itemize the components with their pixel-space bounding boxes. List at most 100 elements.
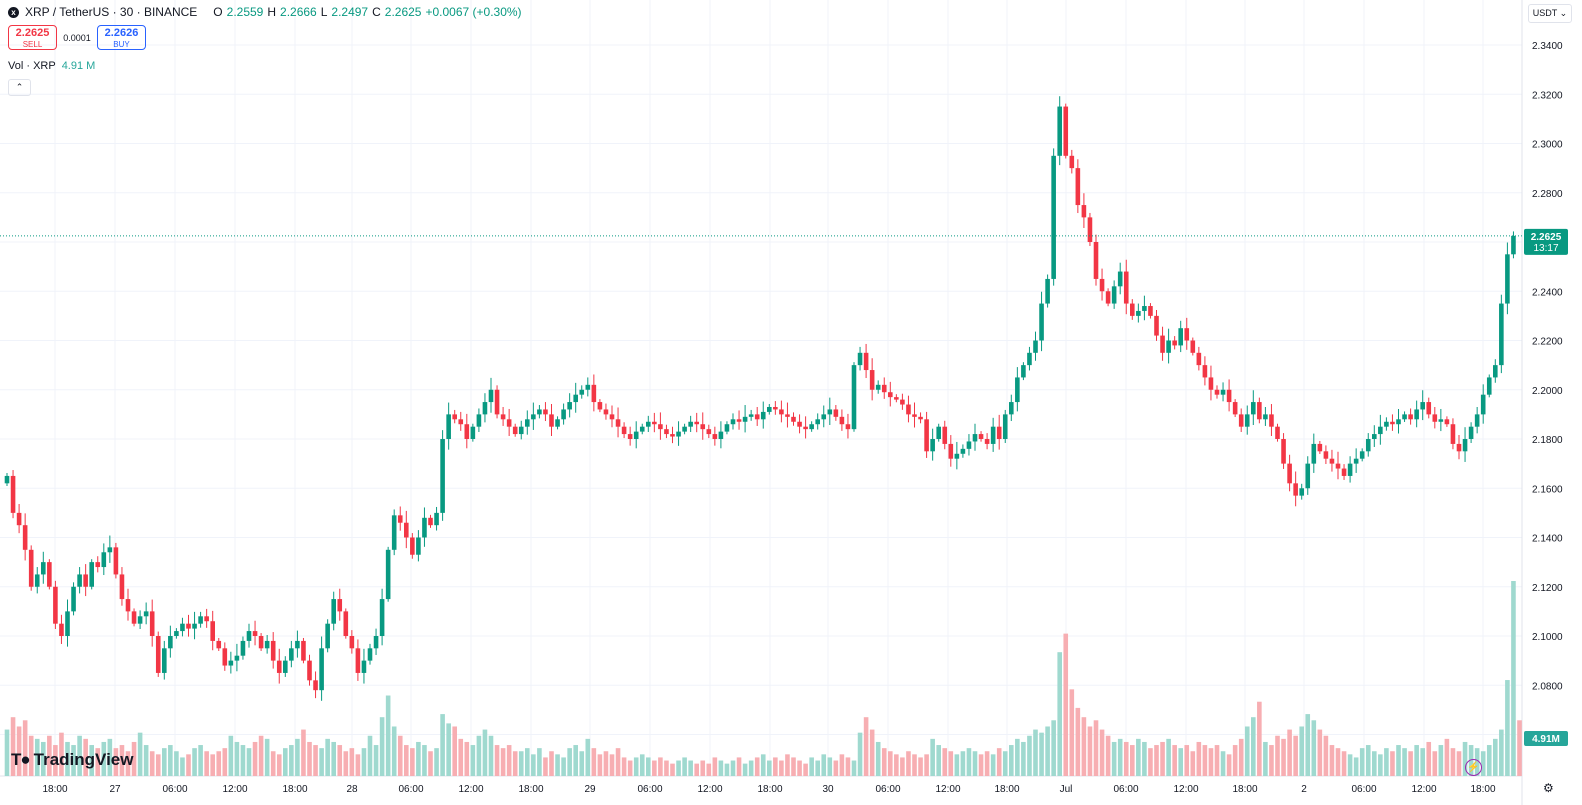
candle-body [990,426,996,444]
volume-bar [410,748,415,776]
candle-body [107,547,113,553]
candle-body [694,421,699,425]
volume-bar [712,757,718,776]
y-tick-label: 2.3200 [1532,90,1563,101]
candle-body [1347,463,1353,476]
open-value: 2.2559 [226,5,264,19]
candle-body [597,402,603,410]
candle-body [1184,328,1190,341]
volume-bar [434,748,439,776]
volume-bar [760,754,766,776]
candle-body [815,419,820,425]
volume-bar [10,717,16,776]
candle-body [270,640,276,661]
volume-bar [1365,745,1371,776]
volume-bar [198,745,203,776]
volume-bar [367,735,373,776]
volume-bar [754,757,760,776]
volume-bar [845,757,851,776]
volume-bar [452,726,457,776]
candle-body [53,586,58,624]
candle-body [89,562,94,587]
candle-body [125,599,131,612]
legend-header: x XRP / TetherUS · 30 · BINANCE O 2.2559 … [8,5,522,19]
volume-bar [573,745,578,776]
collapse-legend-button[interactable]: ⌃ [8,79,31,96]
volume-bar [942,748,948,776]
volume-bar [107,738,113,776]
candle-body [839,416,845,425]
volume-bar [773,757,778,776]
x-tick-label: 18:00 [994,784,1019,795]
volume-bar [1093,720,1099,776]
y-tick-label: 2.2400 [1532,287,1563,298]
candle-body [512,426,518,435]
candle-body [174,631,179,636]
candle-body [1499,303,1504,366]
settings-gear-icon[interactable]: ⚙ [1543,781,1554,795]
candle-body [652,421,657,425]
y-tick-label: 2.2000 [1532,386,1563,397]
candle-body [627,434,633,439]
volume-bar [446,723,451,776]
volume-bar [16,726,22,776]
candle-body [65,611,70,636]
symbol-title[interactable]: XRP / TetherUS · 30 · BINANCE [25,5,198,19]
countdown-timer: 13:17 [1533,243,1558,254]
candle-body [1317,443,1323,452]
candle-body [851,365,857,430]
candle-body [1154,315,1159,336]
change-value: +0.0067 (+0.30%) [425,5,522,19]
volume-bar [1172,745,1177,776]
candle-body [984,439,990,444]
candle-body [216,640,222,649]
volume-bar [258,735,264,776]
x-tick-label: 12:00 [697,784,722,795]
volume-bar [476,735,482,776]
candle-body [809,424,814,430]
y-tick-label: 2.3400 [1532,41,1563,52]
lightning-icon[interactable]: ⚡ [1465,759,1482,776]
candle-body [1432,414,1438,422]
volume-bar [77,735,82,776]
candle-body [137,616,143,624]
candle-body [1311,443,1317,464]
candle-body [833,409,839,417]
candle-body [942,426,948,444]
candle-body [1456,443,1462,452]
candle-body [246,631,252,641]
y-tick-label: 2.1400 [1532,534,1563,545]
x-tick-label: 18:00 [1232,784,1257,795]
volume-bar [234,741,240,776]
candle-body [881,384,887,393]
candle-body [585,384,591,390]
candle-body [361,660,367,673]
volume-bar [1505,680,1510,776]
x-tick-label: 18:00 [518,784,543,795]
candle-body [1486,377,1492,395]
sell-button[interactable]: 2.2625 SELL [8,25,57,50]
volume-bar [270,751,276,776]
x-tick-label: 18:00 [42,784,67,795]
volume-bar [1329,745,1335,776]
candle-body [924,419,929,452]
currency-selector[interactable]: USDT ⌄ [1528,4,1572,23]
volume-bar [1075,707,1081,776]
buy-label: BUY [113,40,130,49]
candle-body [555,419,560,427]
tradingview-logo-text: TradingView [33,750,134,769]
tradingview-logo[interactable]: T● TradingView [11,750,133,770]
volume-bar [646,757,651,776]
candle-body [464,424,470,439]
volume-bar [567,748,572,776]
candle-body [155,636,161,673]
volume-bar [1305,714,1311,776]
candle-body [1172,340,1177,346]
spread-value: 0.0001 [63,32,91,43]
buy-button[interactable]: 2.2626 BUY [97,25,146,50]
candle-body [385,549,391,600]
volume-bar [936,745,941,776]
volume-bar [676,760,681,776]
volume-bar [1299,726,1304,776]
